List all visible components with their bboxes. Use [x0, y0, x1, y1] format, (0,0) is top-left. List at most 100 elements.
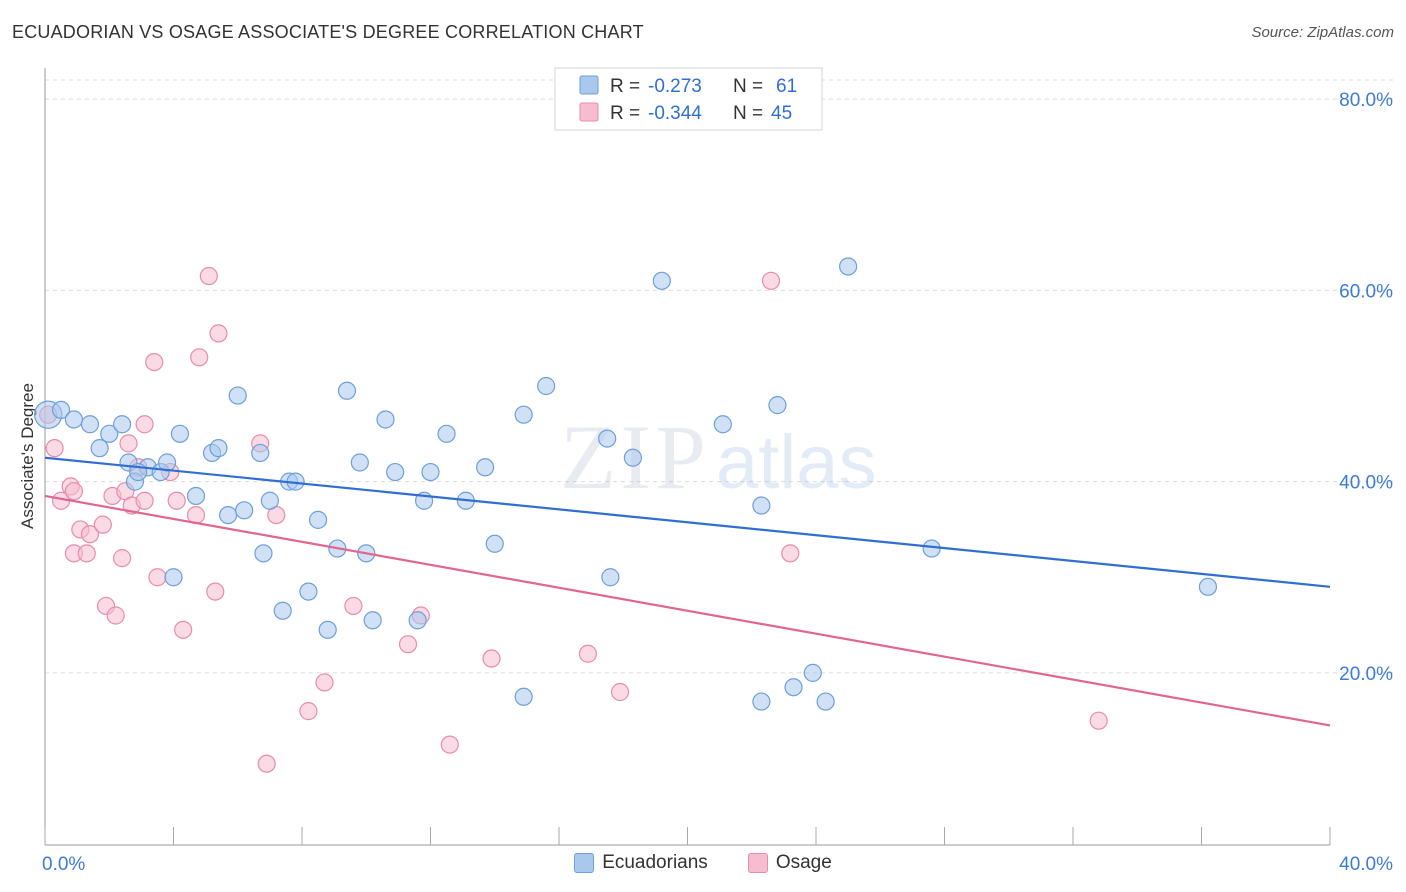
ecuadorian-trend-line — [44, 456, 1331, 588]
ecuadorian-point-29 — [350, 453, 369, 472]
ecuadorian-point-28 — [337, 381, 357, 400]
ecuadorian-point-51 — [768, 396, 787, 415]
osage-trend-line — [44, 494, 1331, 727]
legend-r-value-2: -0.344 — [648, 103, 702, 124]
ecuadorian-point-3 — [80, 415, 100, 434]
osage-point-18 — [135, 415, 154, 434]
ecuadorian-point-39 — [476, 458, 495, 477]
x-tick-label-0: 0.0% — [42, 854, 85, 875]
ecuadorian-point-18 — [251, 443, 270, 463]
y-tick-label-1: 40.0% — [1339, 473, 1393, 494]
watermark-atlas: atlas — [716, 420, 877, 505]
osage-point-6 — [77, 544, 96, 563]
ecuadorian-point-34 — [408, 611, 427, 630]
legend-swatch-ecuadorians — [579, 75, 599, 95]
axes — [44, 68, 1331, 846]
ecuadorian-point-45 — [601, 568, 620, 587]
osage-point-40 — [610, 682, 630, 702]
legend-r-label-1: R = — [610, 76, 640, 97]
osage-point-43 — [1089, 711, 1108, 730]
legend-r-label-2: R = — [610, 103, 640, 124]
ecuadorian-point-55 — [839, 257, 858, 276]
osage-point-12 — [112, 549, 132, 568]
y-tick-label-3: 80.0% — [1339, 90, 1393, 111]
osage-point-25 — [190, 348, 209, 367]
osage-point-8 — [93, 515, 112, 534]
osage-points — [39, 266, 1108, 773]
osage-point-37 — [440, 735, 459, 754]
stats-legend: R = -0.273 N = 61 R = -0.344 N = 45 — [554, 67, 823, 131]
ecuadorian-point-11 — [170, 424, 190, 443]
ecuadorian-point-58 — [164, 568, 183, 587]
ecuadorian-point-40 — [485, 534, 504, 553]
osage-point-41 — [761, 271, 781, 290]
osage-point-20 — [148, 568, 167, 587]
ecuadorian-point-15 — [219, 505, 238, 525]
ecuadorian-point-1 — [51, 400, 71, 420]
ecuadorian-point-31 — [363, 611, 382, 630]
ecuadorian-point-26 — [318, 620, 337, 639]
osage-point-38 — [482, 649, 501, 668]
osage-point-32 — [299, 702, 318, 721]
ecuadorian-point-57 — [1198, 577, 1218, 596]
bottom-legend: Ecuadorians Osage — [0, 852, 1406, 874]
osage-point-33 — [315, 673, 334, 692]
ecuadorian-point-19 — [254, 544, 273, 563]
grid-lines — [45, 79, 1395, 674]
ecuadorian-point-47 — [652, 271, 671, 290]
osage-label: Osage — [775, 852, 832, 873]
ecuadorian-point-36 — [421, 462, 440, 482]
osage-point-27 — [206, 582, 225, 601]
ecuadorian-point-24 — [299, 582, 318, 601]
osage-swatch — [747, 853, 768, 873]
osage-point-3 — [64, 482, 84, 501]
ecuadorian-point-48 — [713, 415, 732, 434]
osage-point-23 — [174, 620, 193, 639]
y-tick-label-2: 60.0% — [1339, 281, 1393, 302]
ecuadorian-point-52 — [784, 678, 803, 697]
legend-item-ecuadorians[interactable]: Ecuadorians — [574, 852, 708, 874]
stats-legend-frame — [554, 67, 823, 131]
osage-point-7 — [80, 525, 100, 544]
ecuadorian-point-4 — [100, 424, 119, 443]
ecuadorian-point-32 — [376, 410, 395, 429]
ecuadorian-point-12 — [186, 486, 206, 506]
osage-point-28 — [209, 324, 228, 343]
ecuadorian-point-5 — [112, 415, 132, 434]
osage-point-39 — [578, 644, 598, 663]
osage-point-42 — [781, 544, 800, 563]
ecuadorian-point-41 — [514, 405, 533, 424]
osage-point-17 — [135, 491, 154, 510]
ecuadorian-point-44 — [598, 429, 617, 448]
ecuadorian-point-33 — [386, 462, 405, 482]
trend-lines — [44, 456, 1331, 727]
legend-n-value-2: 45 — [771, 103, 792, 124]
legend-item-osage[interactable]: Osage — [747, 852, 832, 874]
ecuadorians-label: Ecuadorians — [602, 852, 708, 873]
ecuadorian-point-49 — [752, 496, 771, 515]
source-label: Source: ZipAtlas.com — [1251, 24, 1394, 41]
legend-n-label-2: N = — [733, 103, 763, 124]
ecuadorian-point-43 — [537, 376, 556, 396]
chart-title: ECUADORIAN VS OSAGE ASSOCIATE'S DEGREE C… — [12, 22, 644, 42]
ecuadorian-points — [34, 257, 1218, 711]
ecuadorian-point-17 — [235, 501, 254, 520]
osage-point-22 — [167, 491, 186, 510]
legend-r-value-1: -0.273 — [648, 76, 702, 97]
osage-point-14 — [119, 434, 138, 453]
ecuadorian-point-21 — [273, 601, 292, 620]
osage-point-30 — [257, 754, 276, 773]
osage-point-35 — [398, 635, 418, 654]
osage-point-34 — [344, 596, 363, 616]
ecuadorian-point-37 — [437, 424, 456, 443]
ecuadorian-point-20 — [260, 491, 279, 510]
legend-n-label-1: N = — [733, 76, 763, 97]
osage-point-19 — [145, 352, 164, 372]
ecuadorian-point-14 — [209, 439, 228, 458]
ecuadorian-point-54 — [816, 692, 835, 711]
osage-point-0 — [45, 439, 64, 458]
osage-point-11 — [106, 606, 125, 625]
ecuadorian-point-25 — [308, 510, 328, 529]
ecuadorian-point-56 — [922, 539, 941, 558]
